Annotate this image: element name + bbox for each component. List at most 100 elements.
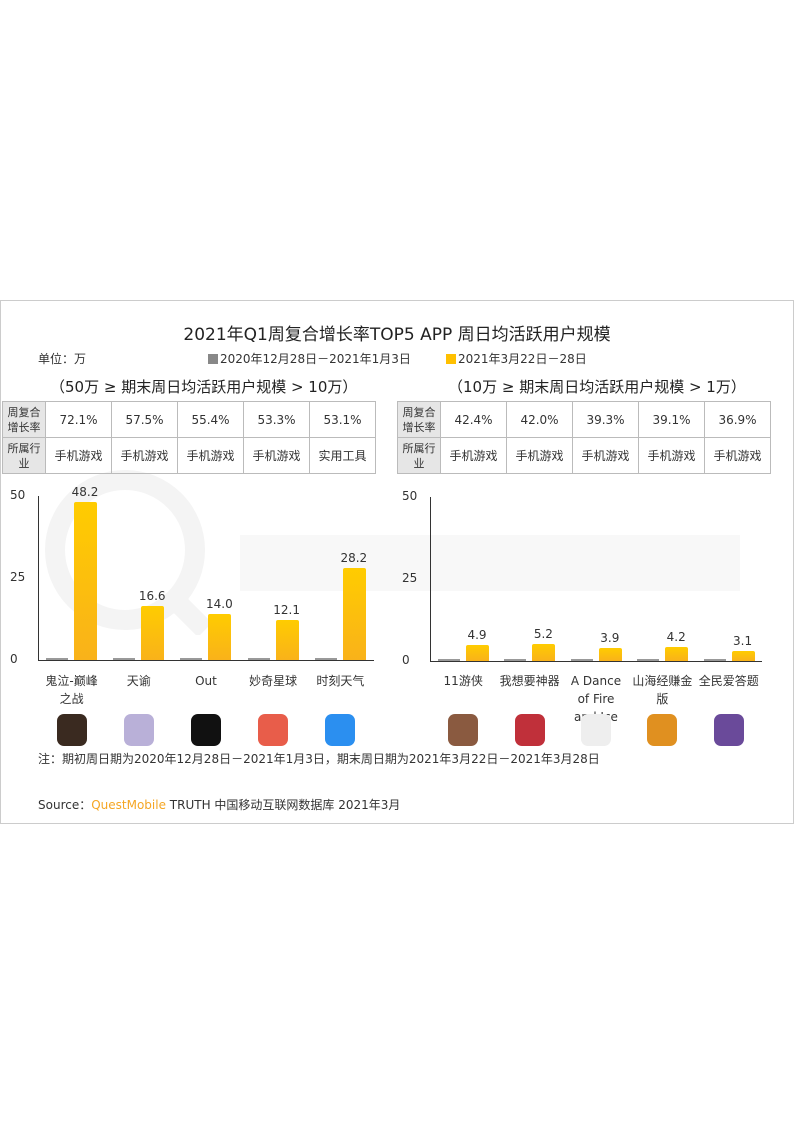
bar-end-period (731, 650, 755, 661)
data-label: 5.2 (533, 626, 553, 641)
category-label: 全民爱答题 (698, 674, 759, 688)
quiz-app-icon (713, 714, 744, 746)
legend-label: 2021年3月22日－28日 (458, 352, 587, 366)
growth-cell: 53.1% (309, 401, 376, 438)
legend-item-start: 2020年12月28日－2021年1月3日 (208, 350, 411, 367)
row-header: 周复合增长率 (2, 401, 46, 438)
category-label: 天谕 (126, 674, 151, 688)
y-axis (38, 496, 39, 660)
data-label: 3.1 (733, 633, 753, 648)
y-axis (430, 497, 431, 661)
x-axis (38, 660, 374, 661)
bar-end-period (208, 614, 232, 660)
industry-cell: 手机游戏 (111, 437, 178, 474)
chart-title: 2021年Q1周复合增长率TOP5 APP 周日均活跃用户规模 (183, 325, 611, 345)
table-row: 周复合增长率 42.4% 42.0% 39.3% 39.1% 36.9% (397, 401, 771, 438)
growth-cell: 42.0% (506, 401, 573, 438)
out-app-icon (191, 714, 221, 746)
subtitle-right: （10万 ≥ 期末周日均活跃用户规模 > 1万） (448, 378, 746, 396)
data-label: 14.0 (206, 597, 233, 612)
table-left: 周复合增长率 72.1% 57.5% 55.4% 53.3% 53.1% 所属行业 手机游戏手… (2, 401, 376, 474)
bar-end-period (275, 620, 299, 660)
source-text: TRUTH 中国移动互联网数据库 2021年3月 (165, 798, 401, 812)
legend-swatch (208, 354, 218, 364)
bar-start-period (570, 659, 593, 661)
category-label: 11游侠 (443, 674, 483, 688)
category-label: 时刻天气 (316, 674, 365, 688)
data-label: 28.2 (340, 550, 368, 565)
industry-cell: 手机游戏 (638, 437, 705, 474)
industry-cell: 手机游戏 (45, 437, 112, 474)
bar-end-period (74, 501, 97, 660)
bar-end-period (141, 605, 165, 660)
tianyu-app-icon (123, 714, 154, 746)
source: Source：QuestMobile TRUTH 中国移动互联网数据库 2021… (38, 796, 400, 813)
bar-start-period (504, 659, 527, 661)
bar-start-period (637, 659, 660, 661)
watermark-logo (45, 470, 740, 635)
table-right: 周复合增长率 42.4% 42.0% 39.3% 39.1% 36.9% 所属行业 手机游戏手… (397, 401, 771, 474)
table-row: 所属行业 手机游戏 手机游戏 手机游戏 手机游戏 手机游戏 (397, 437, 771, 474)
bar-start-period (438, 659, 460, 661)
legend-item-end: 2021年3月22日－28日 (446, 350, 587, 367)
source-brand: QuestMobile (91, 798, 166, 812)
subtitle-left: （50万 ≥ 期末周日均活跃用户规模 > 10万） (50, 378, 358, 396)
growth-cell: 39.3% (572, 401, 639, 438)
y-tick-label: 0 (402, 653, 410, 667)
data-label: 12.1 (273, 603, 300, 618)
bar-end-period (598, 648, 622, 661)
row-header: 所属行业 (397, 437, 441, 474)
row-header: 周复合增长率 (397, 401, 441, 438)
bar-start-period (314, 658, 337, 660)
data-label: 4.9 (467, 627, 487, 642)
bar-start-period (46, 658, 68, 660)
bar-end-period (466, 644, 489, 661)
data-label: 4.2 (666, 630, 686, 645)
table-row: 周复合增长率 72.1% 57.5% 55.4% 53.3% 53.1% (2, 401, 376, 438)
y-tick-label: 25 (402, 571, 418, 585)
y-tick-label: 0 (10, 652, 18, 666)
data-label: 48.2 (71, 484, 99, 499)
table-row: 所属行业 手机游戏 手机游戏 手机游戏 手机游戏 实用工具 (2, 437, 376, 474)
category-label: 山海经赚金版 (632, 674, 693, 706)
bar-start-period (113, 658, 136, 660)
bar-start-period (703, 659, 726, 661)
data-label: 3.9 (600, 631, 620, 646)
data-label: 16.6 (138, 588, 166, 603)
bar-start-period (247, 658, 270, 660)
industry-cell: 手机游戏 (177, 437, 244, 474)
industry-cell: 实用工具 (309, 437, 376, 474)
row-header: 所属行业 (2, 437, 46, 474)
bar-start-period (180, 658, 203, 660)
footnote: 注：期初周日期为2020年12月28日－2021年1月3日，期末周日期为2021… (38, 752, 600, 766)
y-tick-label: 25 (10, 570, 26, 584)
legend-swatch (446, 354, 456, 364)
category-label: 鬼泣-巅峰之战 (45, 674, 98, 706)
x-axis (430, 661, 762, 662)
shenqi-app-icon (514, 714, 545, 746)
bar-end-period (532, 643, 556, 661)
y-tick-label: 50 (402, 489, 418, 503)
industry-cell: 手机游戏 (243, 437, 310, 474)
devil-may-cry-app-icon (56, 714, 87, 746)
bar-end-period (665, 647, 689, 661)
unit-label: 单位：万 (38, 352, 87, 366)
miaoqi-planet-app-icon (258, 714, 289, 746)
category-label: Out (195, 674, 217, 688)
legend-label: 2020年12月28日－2021年1月3日 (220, 352, 411, 366)
11youxia-app-icon (448, 714, 479, 746)
category-label: 我想要神器 (499, 674, 560, 688)
y-tick-label: 50 (10, 488, 26, 502)
industry-cell: 手机游戏 (704, 437, 771, 474)
growth-cell: 57.5% (111, 401, 178, 438)
dance-fire-ice-app-icon (581, 714, 611, 746)
category-label: 妙奇星球 (249, 674, 298, 688)
bar-end-period (342, 567, 366, 660)
source-prefix: Source： (38, 798, 92, 812)
industry-cell: 手机游戏 (572, 437, 639, 474)
industry-cell: 手机游戏 (506, 437, 573, 474)
weather-app-icon (325, 714, 356, 746)
shanhaijing-app-icon (647, 714, 678, 746)
